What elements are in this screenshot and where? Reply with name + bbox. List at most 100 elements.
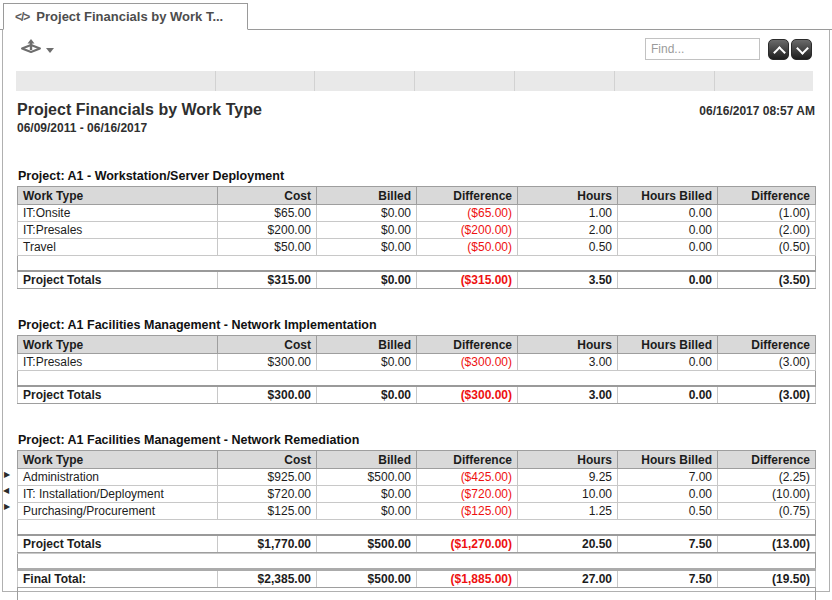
table-header-row: Work TypeCostBilledDifferenceHoursHours … xyxy=(18,187,816,205)
chevron-up-icon xyxy=(773,46,786,59)
section-title: Project: A1 - Workstation/Server Deploym… xyxy=(18,169,829,183)
strip-segment xyxy=(216,71,315,91)
table-header-row: Work TypeCostBilledDifferenceHoursHours … xyxy=(18,451,816,469)
table-cell: $315.00 xyxy=(218,271,317,289)
table-cell: 0.50 xyxy=(618,503,718,520)
spacer-cell xyxy=(18,256,816,272)
spacer-row xyxy=(18,520,816,536)
export-button[interactable] xyxy=(20,39,54,60)
spacer-cell xyxy=(18,371,816,387)
column-header: Hours Billed xyxy=(618,336,718,354)
table-cell: (3.50) xyxy=(718,271,816,289)
find-previous-button[interactable] xyxy=(768,39,789,60)
tab-project-financials[interactable]: </> Project Financials by Work T... xyxy=(3,3,248,30)
table-cell: $125.00 xyxy=(218,503,317,520)
report-sections: Project: A1 - Workstation/Server Deploym… xyxy=(17,169,829,600)
strip-segment xyxy=(415,71,516,91)
strip-segment xyxy=(16,71,216,91)
table-cell: 0.50 xyxy=(518,239,618,256)
table-cell: $720.00 xyxy=(218,486,317,503)
table-row: Purchasing/Procurement$125.00$0.00($125.… xyxy=(18,503,816,520)
table-cell: 0.00 xyxy=(618,386,718,404)
table-cell: 3.50 xyxy=(518,271,618,289)
table-cell: 10.00 xyxy=(518,486,618,503)
project-totals-row: Project Totals$1,770.00$500.00($1,270.00… xyxy=(18,535,816,553)
table-cell: IT:Onsite xyxy=(18,205,218,222)
table-cell: ($300.00) xyxy=(417,354,518,371)
export-dropdown-caret-icon xyxy=(46,48,54,53)
table-row: Administration$925.00$500.00($425.00)9.2… xyxy=(18,469,816,486)
table-cell: $0.00 xyxy=(317,239,417,256)
table-cell: (3.00) xyxy=(718,386,816,404)
table-cell: (10.00) xyxy=(718,486,816,503)
table-cell: IT: Installation/Deployment xyxy=(18,486,218,503)
table-row: IT:Presales$300.00$0.00($300.00)3.000.00… xyxy=(18,354,816,371)
column-header: Work Type xyxy=(18,187,218,205)
table-cell: $50.00 xyxy=(218,239,317,256)
table-cell: Travel xyxy=(18,239,218,256)
table-cell: 7.00 xyxy=(618,469,718,486)
column-header: Hours xyxy=(518,451,618,469)
column-header: Hours xyxy=(518,336,618,354)
table-cell: 0.00 xyxy=(618,486,718,503)
table-cell: $500.00 xyxy=(317,469,417,486)
spacer-row xyxy=(18,554,816,570)
table-cell: $2,385.00 xyxy=(218,570,317,588)
section-title: Project: A1 Facilities Management - Netw… xyxy=(18,433,829,447)
table-cell: $0.00 xyxy=(317,271,417,289)
report-section: Project: A1 Facilities Management - Netw… xyxy=(17,318,829,404)
table-row: IT:Presales$200.00$0.00($200.00)2.000.00… xyxy=(18,222,816,239)
table-cell: 3.00 xyxy=(518,354,618,371)
page-title: Project Financials by Work Type xyxy=(17,101,262,119)
find-input[interactable] xyxy=(645,38,760,60)
table-cell: 20.50 xyxy=(518,535,618,553)
final-total-label: Final Total: xyxy=(18,570,218,588)
table-cell: ($50.00) xyxy=(417,239,518,256)
column-header: Billed xyxy=(317,336,417,354)
report-viewer-window: </> Project Financials by Work T... xyxy=(0,0,832,600)
table-cell: Purchasing/Procurement xyxy=(18,503,218,520)
column-header: Difference xyxy=(417,336,518,354)
table-cell: $300.00 xyxy=(218,386,317,404)
table-cell: 9.25 xyxy=(518,469,618,486)
strip-segment xyxy=(715,71,813,91)
column-header: Hours xyxy=(518,187,618,205)
column-header: Difference xyxy=(718,451,816,469)
report-titlebar: Project Financials by Work Type 06/09/20… xyxy=(17,101,815,135)
column-header: Difference xyxy=(718,187,816,205)
table-cell: 7.50 xyxy=(618,570,718,588)
table-cell: ($1,885.00) xyxy=(417,570,518,588)
table-cell: 3.00 xyxy=(518,386,618,404)
table-cell: 1.00 xyxy=(518,205,618,222)
spacer-row xyxy=(18,371,816,387)
band-marker-left-icon: ◀ xyxy=(3,487,9,495)
column-header: Cost xyxy=(218,336,317,354)
spacer-row xyxy=(18,256,816,272)
strip-segment xyxy=(515,71,615,91)
report-frame: Project Financials by Work Type 06/09/20… xyxy=(2,30,830,592)
table-cell: IT:Presales xyxy=(18,222,218,239)
table-cell: $0.00 xyxy=(317,386,417,404)
project-totals-row: Project Totals$315.00$0.00($315.00)3.500… xyxy=(18,271,816,289)
column-header: Difference xyxy=(417,451,518,469)
generated-timestamp: 06/16/2017 08:57 AM xyxy=(699,104,815,135)
code-icon: </> xyxy=(15,10,29,24)
band-marker-right-icon: ▶ xyxy=(4,471,10,479)
band-marker-right-icon: ▶ xyxy=(4,503,10,511)
table-cell: $0.00 xyxy=(317,354,417,371)
table-cell: (3.00) xyxy=(718,354,816,371)
export-icon xyxy=(20,39,42,60)
totals-label: Project Totals xyxy=(18,535,218,553)
table-cell: (0.50) xyxy=(718,239,816,256)
find-next-button[interactable] xyxy=(791,39,812,60)
table-cell: 0.00 xyxy=(618,239,718,256)
column-header: Cost xyxy=(218,451,317,469)
project-totals-row: Project Totals$300.00$0.00($300.00)3.000… xyxy=(18,386,816,404)
table-cell: ($300.00) xyxy=(417,386,518,404)
final-total-row: Final Total:$2,385.00$500.00($1,885.00)2… xyxy=(18,570,816,588)
table-cell: $500.00 xyxy=(317,570,417,588)
table-cell: ($65.00) xyxy=(417,205,518,222)
table-cell: 2.00 xyxy=(518,222,618,239)
column-header: Hours Billed xyxy=(618,187,718,205)
table-row: IT:Onsite$65.00$0.00($65.00)1.000.00(1.0… xyxy=(18,205,816,222)
